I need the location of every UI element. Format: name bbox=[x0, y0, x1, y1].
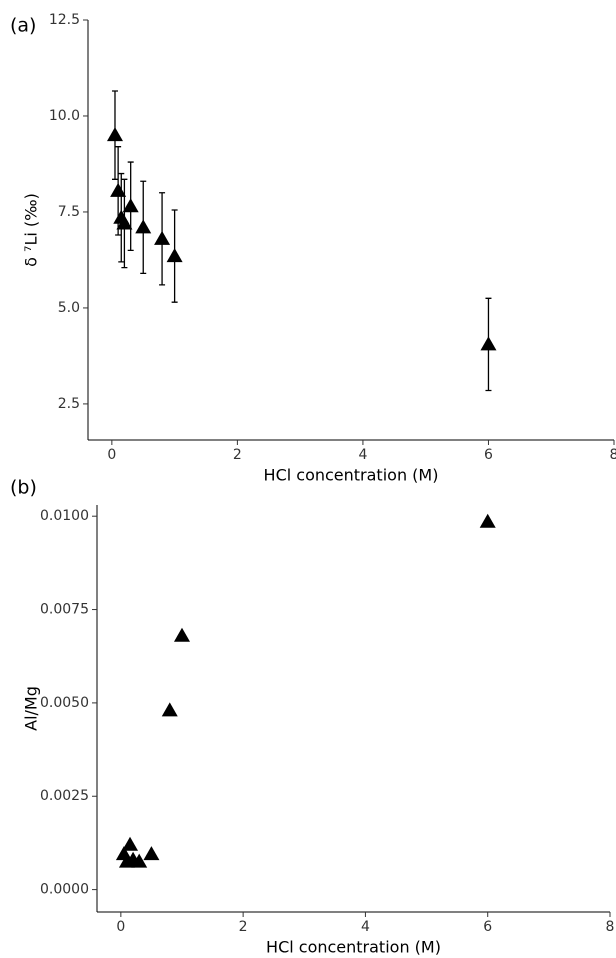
x-tick-label: 4 bbox=[358, 447, 367, 463]
point bbox=[154, 230, 171, 245]
y-tick-label: 12.5 bbox=[49, 12, 80, 28]
y-tick-label: 0.0050 bbox=[40, 695, 89, 711]
x-tick-label: 4 bbox=[361, 919, 370, 935]
point bbox=[131, 853, 148, 868]
point bbox=[480, 336, 497, 351]
y-tick-label: 7.5 bbox=[58, 204, 80, 220]
y-tick-label: 0.0100 bbox=[40, 508, 89, 524]
point bbox=[143, 846, 160, 861]
y-tick-label: 0.0075 bbox=[40, 602, 89, 618]
x-tick-label: 0 bbox=[107, 447, 116, 463]
y-axis-label: δ ⁷Li (‰) bbox=[22, 193, 41, 267]
point bbox=[166, 248, 183, 263]
x-tick-label: 2 bbox=[233, 447, 242, 463]
point bbox=[135, 219, 152, 234]
point bbox=[122, 836, 139, 851]
point bbox=[479, 513, 496, 528]
x-axis-label: HCl concentration (M) bbox=[266, 938, 441, 957]
y-tick-label: 10.0 bbox=[49, 108, 80, 124]
y-tick-label: 5.0 bbox=[58, 300, 80, 316]
x-tick-label: 0 bbox=[116, 919, 125, 935]
x-tick-label: 8 bbox=[606, 919, 615, 935]
x-tick-label: 6 bbox=[484, 447, 493, 463]
x-tick-label: 8 bbox=[610, 447, 616, 463]
panel-label: (a) bbox=[10, 15, 36, 37]
x-tick-label: 6 bbox=[483, 919, 492, 935]
point bbox=[161, 702, 178, 717]
point bbox=[116, 215, 133, 230]
point bbox=[122, 198, 139, 213]
y-tick-label: 0.0000 bbox=[40, 882, 89, 898]
point bbox=[106, 127, 123, 142]
x-tick-label: 2 bbox=[239, 919, 248, 935]
point bbox=[173, 627, 190, 642]
point bbox=[110, 182, 127, 197]
panel-label: (b) bbox=[10, 477, 37, 499]
x-axis-label: HCl concentration (M) bbox=[264, 466, 439, 485]
y-tick-label: 2.5 bbox=[58, 396, 80, 412]
y-tick-label: 0.0025 bbox=[40, 788, 89, 804]
y-axis-label: Al/Mg bbox=[22, 686, 41, 731]
